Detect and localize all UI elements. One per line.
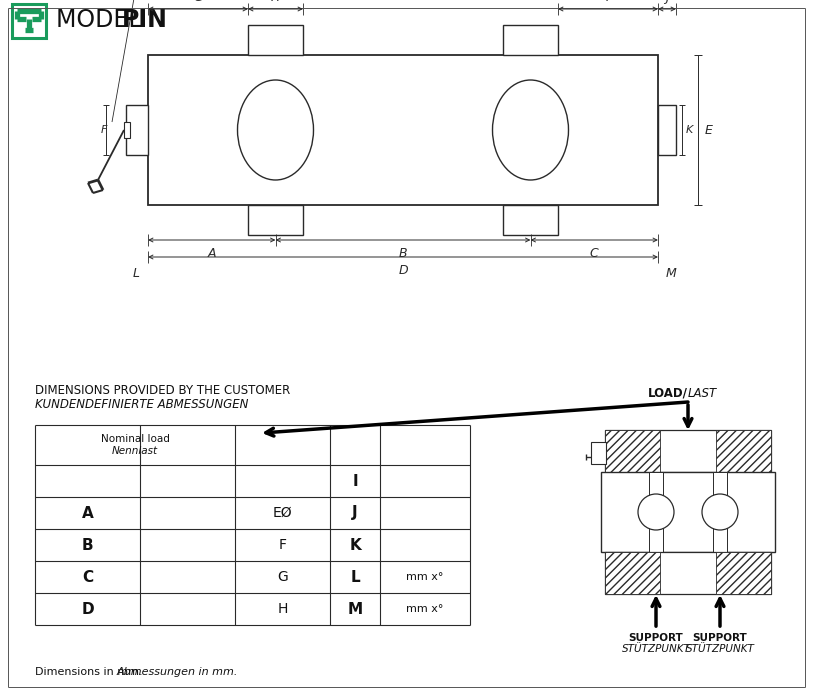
- Text: J: J: [352, 505, 358, 521]
- Bar: [124, 122, 130, 138]
- Text: STÜTZPUNKT: STÜTZPUNKT: [622, 644, 690, 654]
- Bar: [716, 430, 771, 472]
- Text: KUNDENDEFINIERTE ABMESSUNGEN: KUNDENDEFINIERTE ABMESSUNGEN: [35, 398, 249, 411]
- Text: STÜTZPUNKT: STÜTZPUNKT: [685, 644, 754, 654]
- Text: A: A: [207, 247, 216, 260]
- Bar: [713, 472, 727, 552]
- Text: B: B: [398, 247, 407, 260]
- Text: mm x°: mm x°: [406, 572, 444, 582]
- Bar: [148, 55, 658, 205]
- Text: C: C: [82, 569, 93, 584]
- Text: I: I: [352, 473, 358, 489]
- Text: G: G: [277, 570, 288, 584]
- Text: B: B: [81, 537, 93, 553]
- Text: MODEL: MODEL: [56, 8, 149, 32]
- Text: LAST: LAST: [688, 387, 717, 400]
- Text: Abmessungen in mm.: Abmessungen in mm.: [117, 667, 238, 677]
- Text: D: D: [398, 264, 408, 277]
- Bar: [248, 25, 303, 55]
- Text: LOAD/: LOAD/: [648, 387, 688, 400]
- Bar: [503, 205, 558, 235]
- Bar: [12, 4, 46, 38]
- Text: L: L: [133, 267, 140, 280]
- Circle shape: [702, 494, 738, 530]
- Text: Nennlast: Nennlast: [112, 446, 158, 456]
- Bar: [605, 430, 771, 472]
- Text: EØ: EØ: [272, 506, 293, 520]
- Bar: [248, 205, 303, 235]
- Text: SUPPORT: SUPPORT: [693, 633, 747, 643]
- Bar: [126, 105, 148, 155]
- Bar: [605, 552, 660, 594]
- Text: L: L: [350, 569, 360, 584]
- Text: mm x°: mm x°: [406, 604, 444, 614]
- Bar: [605, 552, 771, 594]
- Bar: [591, 442, 606, 464]
- Bar: [658, 105, 676, 155]
- Text: J: J: [665, 0, 669, 4]
- Text: SUPPORT: SUPPORT: [628, 633, 684, 643]
- Text: Dimensions in mm.: Dimensions in mm.: [35, 667, 142, 677]
- Text: E: E: [705, 124, 713, 136]
- Text: C: C: [590, 247, 598, 260]
- Text: H: H: [271, 0, 280, 4]
- Text: M: M: [666, 267, 676, 280]
- Bar: [503, 25, 558, 55]
- Text: I: I: [606, 0, 610, 4]
- Text: F: F: [101, 125, 107, 135]
- Text: Nominal load: Nominal load: [101, 434, 169, 444]
- Ellipse shape: [237, 80, 314, 180]
- Text: A: A: [81, 505, 93, 521]
- Text: D: D: [81, 601, 93, 616]
- Text: K: K: [686, 125, 693, 135]
- Circle shape: [638, 494, 674, 530]
- Bar: [649, 472, 663, 552]
- Bar: [601, 472, 775, 552]
- Text: K: K: [349, 537, 361, 553]
- Text: F: F: [279, 538, 286, 552]
- Text: DIMENSIONS PROVIDED BY THE CUSTOMER: DIMENSIONS PROVIDED BY THE CUSTOMER: [35, 384, 290, 397]
- Text: G: G: [193, 0, 202, 4]
- Text: PIN: PIN: [122, 8, 167, 32]
- Bar: [716, 552, 771, 594]
- Text: H: H: [277, 602, 288, 616]
- Text: M: M: [347, 601, 363, 616]
- Ellipse shape: [493, 80, 568, 180]
- Bar: [605, 430, 660, 472]
